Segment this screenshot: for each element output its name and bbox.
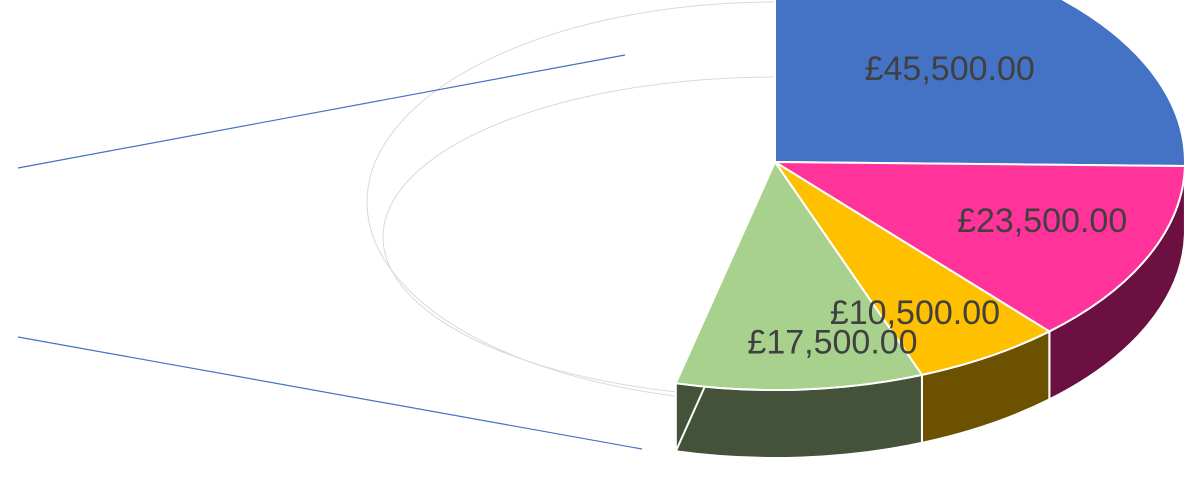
- connector-line-lower: [18, 337, 642, 449]
- connector-line-upper: [18, 55, 625, 168]
- pie-data-label-2: £23,500.00: [957, 202, 1127, 240]
- pie-data-label-1: £45,500.00: [865, 50, 1035, 88]
- pie-data-label-4: £17,500.00: [747, 323, 917, 361]
